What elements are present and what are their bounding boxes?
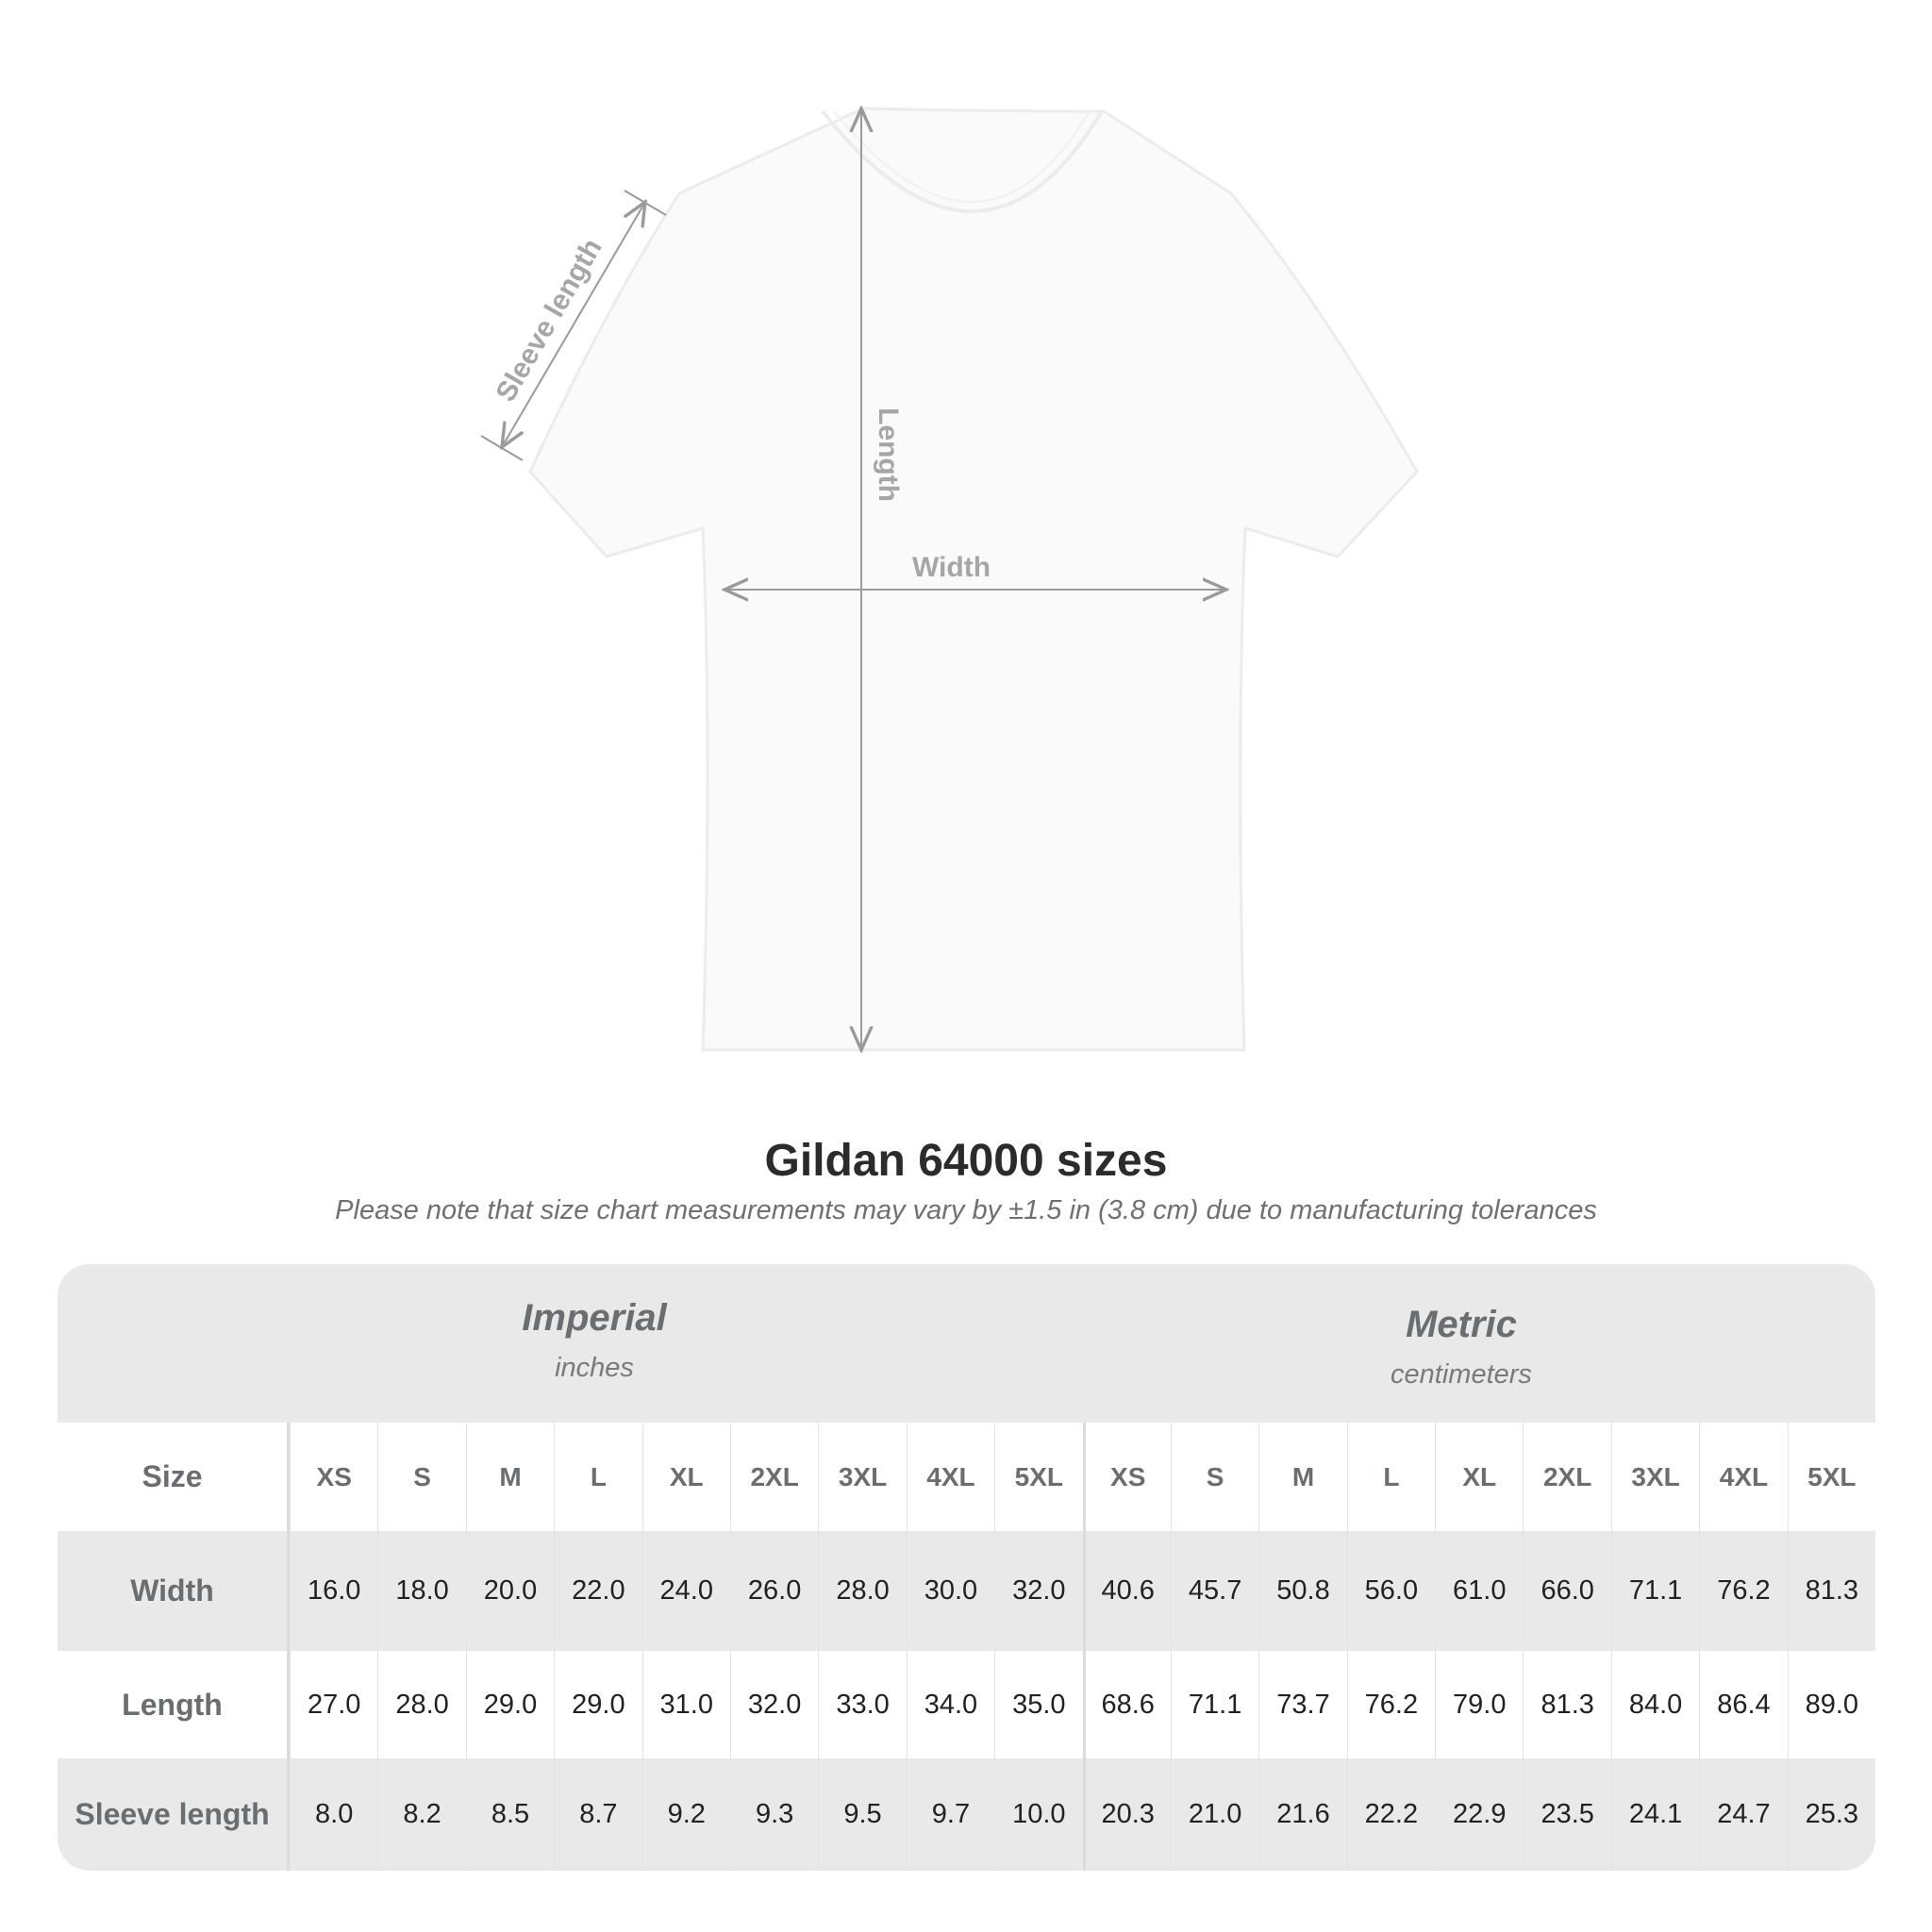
value-cell: 86.4 bbox=[1699, 1651, 1787, 1758]
value-cell: 27.0 bbox=[290, 1651, 377, 1758]
value-cell: 10.0 bbox=[994, 1758, 1082, 1871]
value-cell: 25.3 bbox=[1787, 1758, 1875, 1871]
value-cell: 45.7 bbox=[1170, 1531, 1258, 1651]
value-cell: 8.0 bbox=[290, 1758, 377, 1871]
value-cell: 34.0 bbox=[906, 1651, 994, 1758]
value-cell: 32.0 bbox=[729, 1651, 818, 1758]
value-cell: 21.0 bbox=[1170, 1758, 1258, 1871]
size-header-cell: XS bbox=[290, 1423, 377, 1531]
value-cell: 22.0 bbox=[554, 1531, 641, 1651]
value-cell: 8.2 bbox=[377, 1758, 465, 1871]
size-header-cell: S bbox=[377, 1423, 465, 1531]
size-header-cell: M bbox=[465, 1423, 554, 1531]
size-header-cell: 2XL bbox=[1523, 1423, 1610, 1531]
value-cell: 18.0 bbox=[377, 1531, 465, 1651]
value-cell: 71.1 bbox=[1170, 1651, 1258, 1758]
value-cell: 26.0 bbox=[729, 1531, 818, 1651]
value-cell: 29.0 bbox=[554, 1651, 641, 1758]
size-table: Imperial inches Metric centimeters Size … bbox=[58, 1264, 1875, 1871]
size-header-cell: S bbox=[1170, 1423, 1258, 1531]
value-cell: 66.0 bbox=[1523, 1531, 1610, 1651]
value-cell: 33.0 bbox=[818, 1651, 906, 1758]
value-cell: 24.0 bbox=[641, 1531, 730, 1651]
width-label: Width bbox=[912, 552, 991, 583]
size-header-cell: 3XL bbox=[1610, 1423, 1699, 1531]
value-cell: 22.9 bbox=[1435, 1758, 1523, 1871]
value-cell: 61.0 bbox=[1435, 1531, 1523, 1651]
size-header-cell: 2XL bbox=[729, 1423, 818, 1531]
size-row: Size XS S M L XL 2XL 3XL 4XL 5XL XS S M L XL 2XL 3XL 4XL… bbox=[58, 1423, 1875, 1531]
value-cell: 8.5 bbox=[465, 1758, 554, 1871]
row-label: Width bbox=[58, 1531, 290, 1651]
value-cell: 23.5 bbox=[1523, 1758, 1610, 1871]
length-label: Length bbox=[873, 408, 904, 502]
size-header-cell: XS bbox=[1082, 1423, 1171, 1531]
value-cell: 79.0 bbox=[1435, 1651, 1523, 1758]
value-cell: 32.0 bbox=[994, 1531, 1082, 1651]
row-label: Size bbox=[58, 1423, 290, 1531]
value-cell: 24.7 bbox=[1699, 1758, 1787, 1871]
value-cell: 76.2 bbox=[1699, 1531, 1787, 1651]
value-cell: 20.3 bbox=[1082, 1758, 1171, 1871]
size-header-cell: M bbox=[1258, 1423, 1346, 1531]
page-title: Gildan 64000 sizes bbox=[764, 1136, 1168, 1186]
value-cell: 71.1 bbox=[1610, 1531, 1699, 1651]
value-cell: 28.0 bbox=[818, 1531, 906, 1651]
size-header-cell: L bbox=[554, 1423, 641, 1531]
imperial-header: Imperial inches bbox=[311, 1297, 877, 1384]
size-header-cell: XL bbox=[1435, 1423, 1523, 1531]
value-cell: 28.0 bbox=[377, 1651, 465, 1758]
metric-unit: centimeters bbox=[1391, 1359, 1532, 1390]
value-cell: 16.0 bbox=[290, 1531, 377, 1651]
row-label: Sleeve length bbox=[58, 1758, 290, 1871]
value-cell: 29.0 bbox=[465, 1651, 554, 1758]
value-cell: 68.6 bbox=[1082, 1651, 1171, 1758]
header-band bbox=[58, 1264, 1875, 1423]
value-cell: 9.5 bbox=[818, 1758, 906, 1871]
table-row: Sleeve length 8.0 8.2 8.5 8.7 9.2 9.3 9.5 9.7 10.… bbox=[58, 1758, 1875, 1871]
value-cell: 24.1 bbox=[1610, 1758, 1699, 1871]
value-cell: 9.3 bbox=[729, 1758, 818, 1871]
metric-title: Metric bbox=[1406, 1304, 1517, 1345]
value-cell: 50.8 bbox=[1258, 1531, 1346, 1651]
value-cell: 56.0 bbox=[1346, 1531, 1435, 1651]
size-header-cell: XL bbox=[641, 1423, 730, 1531]
value-cell: 31.0 bbox=[641, 1651, 730, 1758]
imperial-unit: inches bbox=[555, 1353, 634, 1383]
size-header-cell: L bbox=[1346, 1423, 1435, 1531]
tshirt-diagram: Sleeve length Length Width bbox=[480, 0, 1419, 1075]
value-cell: 21.6 bbox=[1258, 1758, 1346, 1871]
value-cell: 81.3 bbox=[1523, 1651, 1610, 1758]
value-cell: 8.7 bbox=[554, 1758, 641, 1871]
value-cell: 84.0 bbox=[1610, 1651, 1699, 1758]
size-header-cell: 5XL bbox=[994, 1423, 1082, 1531]
value-cell: 9.2 bbox=[641, 1758, 730, 1871]
value-cell: 73.7 bbox=[1258, 1651, 1346, 1758]
value-cell: 35.0 bbox=[994, 1651, 1082, 1758]
size-header-cell: 4XL bbox=[1699, 1423, 1787, 1531]
value-cell: 76.2 bbox=[1346, 1651, 1435, 1758]
size-header-cell: 5XL bbox=[1787, 1423, 1875, 1531]
value-cell: 89.0 bbox=[1787, 1651, 1875, 1758]
tolerance-note: Please note that size chart measurements… bbox=[335, 1195, 1597, 1225]
size-header-cell: 4XL bbox=[906, 1423, 994, 1531]
value-cell: 20.0 bbox=[465, 1531, 554, 1651]
table-row: Width 16.0 18.0 20.0 22.0 24.0 26.0 28.0 30.0 32.… bbox=[58, 1531, 1875, 1651]
value-cell: 22.2 bbox=[1346, 1758, 1435, 1871]
value-cell: 30.0 bbox=[906, 1531, 994, 1651]
sleeve-arrow bbox=[502, 202, 645, 447]
value-cell: 40.6 bbox=[1082, 1531, 1171, 1651]
imperial-title: Imperial bbox=[522, 1297, 667, 1339]
value-cell: 81.3 bbox=[1787, 1531, 1875, 1651]
value-cell: 9.7 bbox=[906, 1758, 994, 1871]
table-row: Length 27.0 28.0 29.0 29.0 31.0 32.0 33.0 34.0 35… bbox=[58, 1651, 1875, 1758]
row-label: Length bbox=[58, 1651, 290, 1758]
metric-header: Metric centimeters bbox=[1178, 1304, 1744, 1391]
size-header-cell: 3XL bbox=[818, 1423, 906, 1531]
